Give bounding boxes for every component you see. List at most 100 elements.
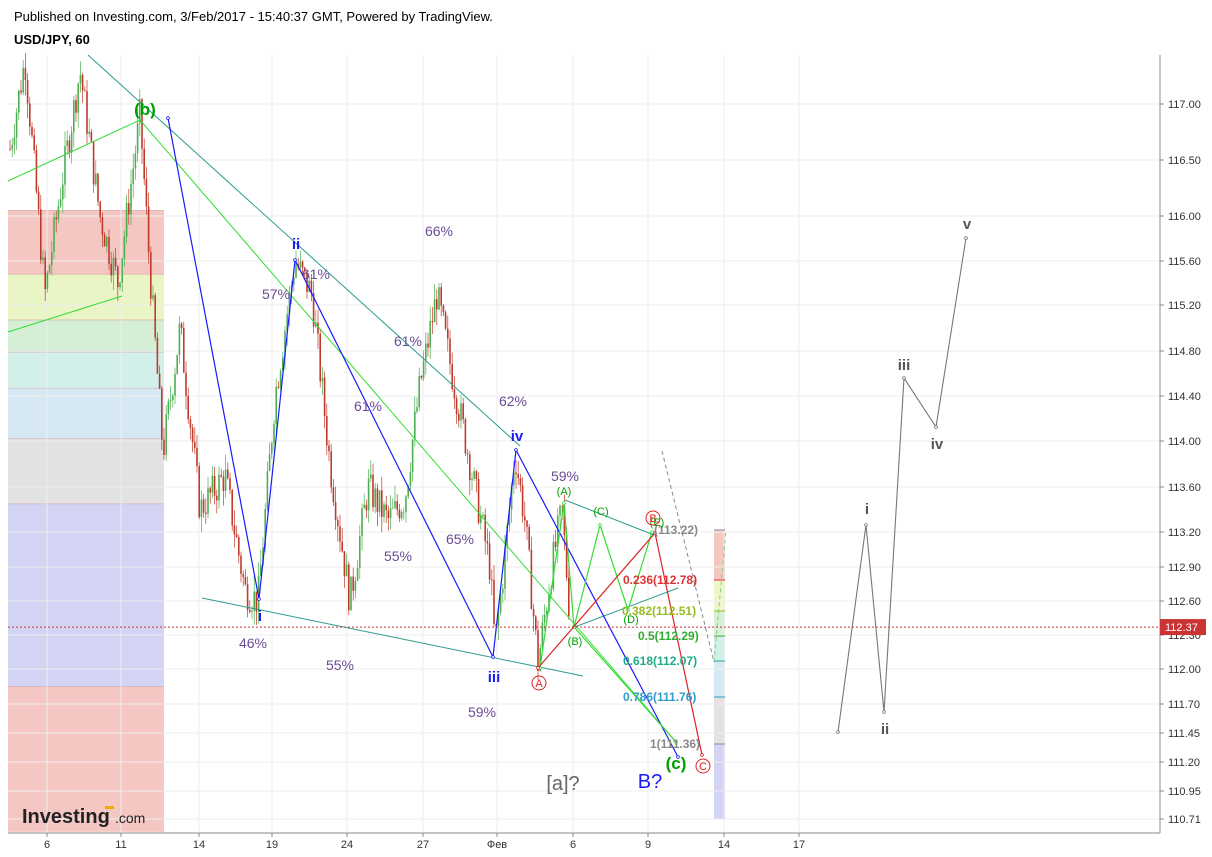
candle [312,280,315,334]
candle [35,144,38,194]
candle [530,536,533,610]
candle-body [108,237,110,264]
candle-body [293,277,295,285]
candle-body [475,471,478,480]
candle-body [178,323,181,355]
candle-body [88,131,90,134]
wave-green-pt-3 [598,523,602,527]
candle-body [15,112,18,138]
candle [202,493,205,518]
candle [213,466,216,505]
candle-body [255,591,258,612]
candle [275,378,277,439]
candle-body [213,475,216,496]
candle-body [504,547,506,589]
wave-label-6: (B) [568,636,583,648]
candle [18,89,20,121]
candle [218,466,220,509]
candle [75,94,77,122]
candle [233,510,236,548]
candle-body [136,123,139,154]
candle [194,427,196,455]
candle [84,86,86,92]
candle [242,570,244,587]
candle [425,332,427,375]
candle-body [502,588,504,594]
wave-label-17: ii [881,721,889,738]
candle [44,250,46,301]
candle [343,551,346,589]
candle-body [383,504,385,517]
candle [541,614,544,653]
candle [152,285,154,301]
candle-body [55,217,57,220]
candle [46,270,49,293]
candle [458,409,460,428]
candle [389,495,392,530]
candle-body [260,564,262,576]
candle-body [535,616,537,631]
candle [9,140,11,151]
fib-right-zone-3 [714,636,725,662]
candle-body [150,252,152,299]
candle [145,166,148,215]
candle-body [414,411,416,440]
candle-body [334,502,337,521]
candle-body [200,499,203,518]
candle-body [22,67,24,93]
candle-body [429,321,431,348]
candle [253,576,255,625]
candle [304,266,306,278]
candle [123,230,126,267]
candle [321,366,324,396]
candle-body [396,501,398,510]
candle [165,404,167,462]
candle-body [20,90,22,93]
wave-gray-pt-5 [964,236,968,240]
candle-body [378,490,381,512]
candle-body [240,555,242,574]
candle [537,620,539,680]
candle-body [158,373,161,389]
candle [216,489,218,514]
wave-red-pt-0 [536,666,540,670]
candle [449,330,451,375]
candle [422,350,425,382]
percent-label-3: 61% [394,333,422,349]
candle [73,95,75,148]
candle [385,495,387,524]
candle-body [246,584,249,611]
fib-zone-6 [8,503,164,687]
candle-body [341,541,343,552]
candle-body [433,299,436,323]
candle-body [161,388,163,440]
candle [110,251,112,283]
percent-label-0: 66% [425,223,453,239]
candle [552,534,555,592]
publish-info: Published on Investing.com, 3/Feb/2017 -… [14,9,493,24]
candle-body [431,321,434,323]
candle-body [238,537,240,556]
x-tick-label-8: 9 [645,839,651,851]
candle-body [557,515,559,547]
candle-body [497,612,500,627]
candle [475,469,478,493]
wave-label-ring-12 [645,510,661,526]
candle [519,474,522,493]
candle [418,367,420,412]
candle-body [141,99,143,149]
candle [273,419,275,452]
candle-body [271,443,273,455]
candle-body [420,375,423,378]
wave-blue-pt-4 [514,448,518,452]
y-tick-label-3: 115.60 [1168,256,1201,268]
candle [64,131,66,199]
candle-body [350,576,352,611]
candle [62,172,64,213]
candle-body [356,567,359,581]
candle [255,591,258,626]
fib-label-5: 0.786(111.76) [623,690,696,704]
candle-body [62,184,64,200]
candle-body [370,474,372,479]
